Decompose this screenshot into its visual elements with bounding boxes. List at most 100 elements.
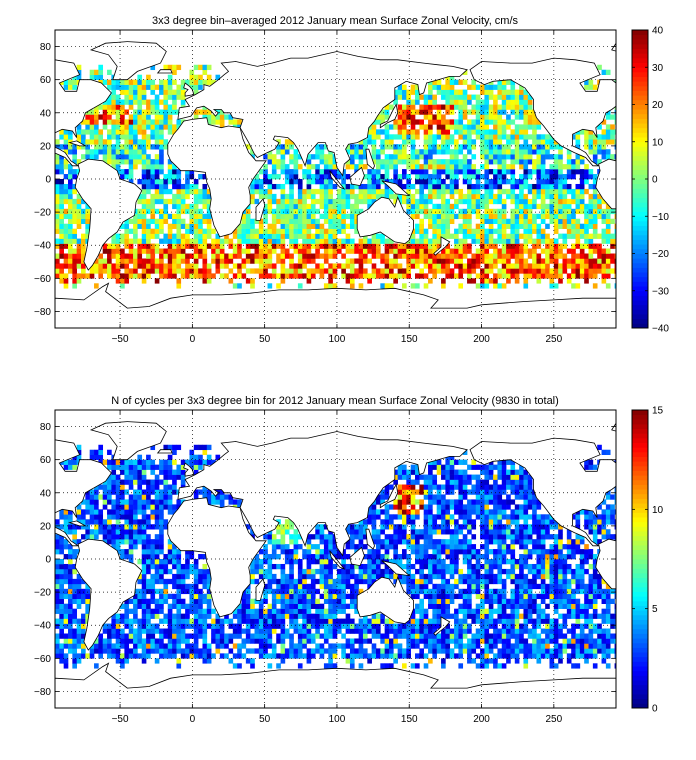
heatmap-cell — [202, 554, 208, 560]
heatmap-cell — [163, 203, 169, 210]
heatmap-cell — [375, 149, 381, 155]
heatmap-cell — [185, 588, 190, 595]
heatmap-cell — [532, 129, 537, 135]
heatmap-cell — [345, 568, 351, 575]
heatmap-cell — [471, 104, 477, 110]
heatmap-cell — [458, 243, 464, 249]
heatmap-cell — [133, 648, 138, 654]
colorbar-segment — [632, 183, 648, 189]
heatmap-cell — [540, 183, 546, 190]
heatmap-cell — [189, 464, 195, 470]
heatmap-cell — [111, 643, 117, 649]
heatmap-cell — [349, 544, 355, 550]
heatmap-cell — [154, 154, 160, 160]
heatmap-cell — [432, 248, 438, 254]
heatmap-cell — [323, 218, 329, 224]
heatmap-cell — [163, 583, 169, 590]
heatmap-cell — [72, 583, 77, 590]
heatmap-cell — [579, 258, 585, 264]
heatmap-cell — [154, 208, 160, 215]
heatmap-cell — [315, 233, 320, 239]
heatmap-cell — [141, 233, 147, 239]
heatmap-cell — [146, 119, 151, 125]
heatmap-cell — [410, 89, 416, 95]
heatmap-cell — [545, 273, 550, 279]
heatmap-cell — [89, 74, 95, 80]
heatmap-cell — [480, 268, 485, 274]
heatmap-cell — [475, 188, 481, 195]
heatmap-cell — [523, 223, 529, 229]
heatmap-cell — [206, 79, 212, 85]
heatmap-cell — [115, 129, 121, 135]
heatmap-cell — [68, 134, 73, 140]
heatmap-cell — [133, 109, 138, 115]
heatmap-cell — [150, 554, 156, 560]
heatmap-cell — [467, 223, 472, 229]
heatmap-cell — [549, 198, 555, 205]
heatmap-cell — [55, 203, 60, 210]
heatmap-cell — [579, 208, 585, 215]
heatmap-cell — [232, 653, 238, 659]
heatmap-cell — [133, 253, 138, 259]
heatmap-cell — [107, 623, 112, 629]
heatmap-cell — [402, 169, 407, 175]
heatmap-cell — [258, 253, 264, 259]
heatmap-cell — [172, 223, 177, 229]
heatmap-cell — [428, 248, 433, 254]
heatmap-cell — [189, 218, 195, 224]
heatmap-cell — [107, 494, 112, 500]
heatmap-cell — [592, 243, 598, 249]
heatmap-cell — [297, 563, 303, 570]
heatmap-cell — [319, 539, 325, 545]
heatmap-cell — [597, 258, 602, 264]
heatmap-cell — [237, 504, 242, 510]
heatmap-cell — [102, 268, 108, 274]
x-tick-label: 0 — [190, 334, 196, 345]
heatmap-cell — [536, 159, 542, 165]
heatmap-cell — [315, 613, 320, 619]
heatmap-cell — [198, 109, 203, 115]
heatmap-cell — [150, 588, 156, 595]
heatmap-cell — [380, 174, 385, 180]
heatmap-cell — [137, 638, 143, 644]
heatmap-cell — [63, 188, 69, 195]
heatmap-cell — [232, 613, 238, 619]
heatmap-cell — [133, 509, 138, 515]
colorbar-segment — [632, 57, 648, 63]
heatmap-cell — [579, 198, 585, 205]
heatmap-cell — [428, 223, 433, 229]
heatmap-cell — [471, 174, 477, 180]
heatmap-cell — [354, 208, 359, 215]
heatmap-cell — [267, 554, 273, 560]
heatmap-cell — [146, 169, 151, 175]
heatmap-cell — [189, 598, 195, 604]
heatmap-cell — [601, 139, 607, 145]
heatmap-cell — [406, 258, 411, 264]
heatmap-cell — [341, 228, 346, 234]
heatmap-cell — [128, 144, 134, 150]
heatmap-cell — [59, 544, 64, 550]
heatmap-cell — [276, 149, 281, 155]
heatmap-cell — [328, 534, 333, 540]
heatmap-cell — [55, 273, 60, 279]
heatmap-cell — [85, 494, 90, 500]
heatmap-cell — [68, 243, 73, 249]
heatmap-cell — [319, 633, 325, 639]
heatmap-cell — [415, 84, 420, 90]
heatmap-cell — [419, 124, 424, 130]
heatmap-cell — [124, 529, 130, 535]
heatmap-cell — [159, 529, 164, 535]
heatmap-cell — [527, 124, 533, 130]
heatmap-cell — [76, 223, 82, 229]
heatmap-cell — [575, 233, 581, 239]
heatmap-cell — [532, 169, 537, 175]
heatmap-cell — [202, 248, 208, 254]
heatmap-cell — [566, 233, 572, 239]
heatmap-cell — [523, 144, 529, 150]
heatmap-cell — [397, 109, 403, 115]
heatmap-cell — [562, 233, 568, 239]
heatmap-cell — [172, 109, 177, 115]
heatmap-cell — [124, 623, 130, 629]
heatmap-cell — [59, 218, 64, 224]
heatmap-cell — [202, 613, 208, 619]
